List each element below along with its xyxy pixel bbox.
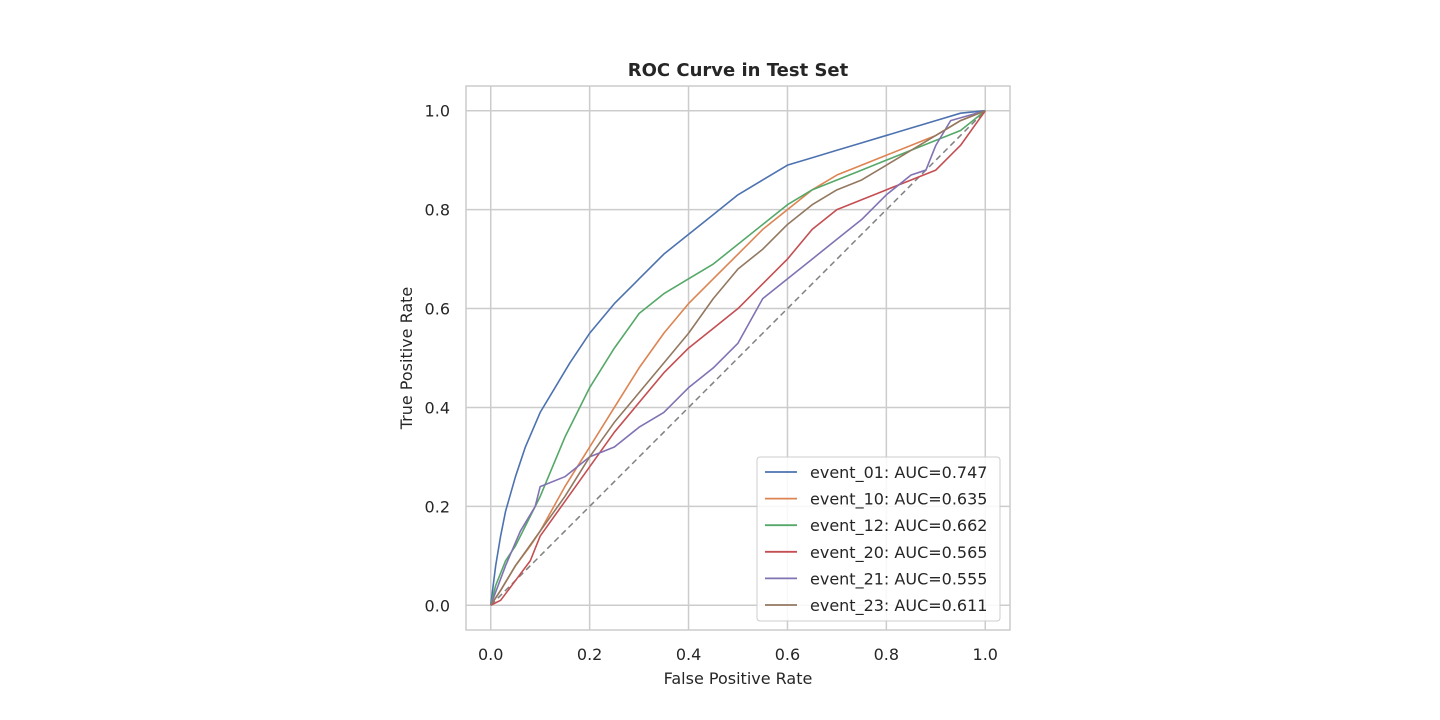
y-axis-ticks: 0.0 0.2 0.4 0.6 0.8 1.0 — [425, 102, 450, 616]
chance-reference-line — [490, 110, 986, 606]
legend-entry-5: event_23: AUC=0.611 — [810, 596, 987, 616]
series-group — [489, 109, 986, 606]
x-tick-label: 0.8 — [874, 645, 899, 664]
x-tick-label: 0.2 — [577, 645, 602, 664]
legend-entry-4: event_21: AUC=0.555 — [810, 569, 987, 589]
series-line-0 — [489, 109, 986, 606]
x-tick-label: 0.6 — [775, 645, 800, 664]
y-tick-label: 0.2 — [425, 497, 450, 516]
legend: event_01: AUC=0.747 event_10: AUC=0.635 ev… — [756, 456, 1001, 622]
x-axis-ticks: 0.0 0.2 0.4 0.6 0.8 1.0 — [478, 645, 998, 664]
chart-title: ROC Curve in Test Set — [628, 60, 849, 81]
x-tick-label: 0.4 — [676, 645, 701, 664]
x-axis-label: False Positive Rate — [664, 669, 813, 688]
y-tick-label: 0.0 — [425, 596, 450, 615]
series-line-3 — [490, 110, 986, 606]
series-line-2 — [489, 110, 986, 606]
legend-entry-1: event_10: AUC=0.635 — [810, 490, 987, 510]
x-tick-label: 1.0 — [973, 645, 998, 664]
y-tick-label: 0.8 — [425, 201, 450, 220]
plot-frame — [465, 85, 1011, 631]
y-tick-label: 0.6 — [425, 300, 450, 319]
y-tick-label: 1.0 — [425, 102, 450, 121]
y-tick-label: 0.4 — [425, 398, 450, 417]
series-line-4 — [489, 109, 986, 606]
legend-entry-3: event_20: AUC=0.565 — [810, 543, 987, 563]
legend-entry-2: event_12: AUC=0.662 — [810, 516, 987, 536]
y-axis-label: True Positive Rate — [397, 287, 416, 431]
legend-entry-0: event_01: AUC=0.747 — [810, 463, 987, 483]
legend-box — [756, 456, 1001, 622]
series-line-5 — [490, 109, 986, 606]
x-tick-label: 0.0 — [478, 645, 503, 664]
